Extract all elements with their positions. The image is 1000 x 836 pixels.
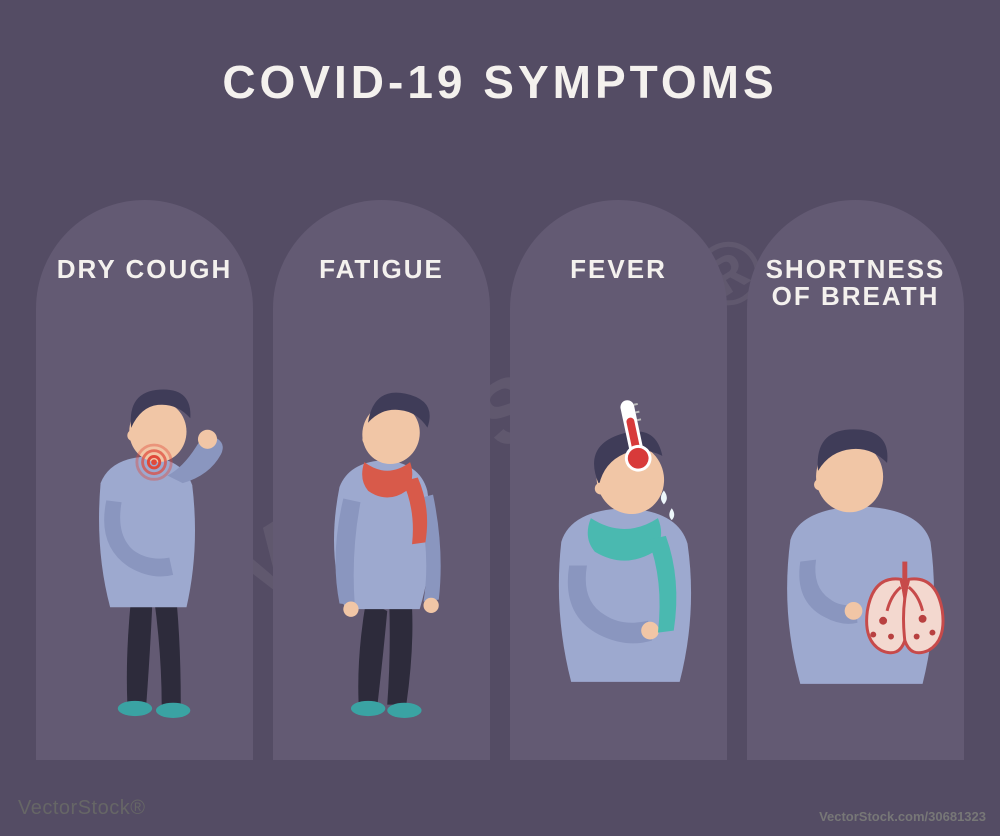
panel-label: FEVER — [510, 256, 727, 283]
panel-shortness-of-breath: SHORTNESS OF BREATH — [747, 200, 964, 760]
dry-cough-icon — [36, 340, 253, 760]
panel-label: FATIGUE — [273, 256, 490, 283]
watermark-brand: VectorStock® — [18, 797, 145, 820]
panel-label: SHORTNESS OF BREATH — [747, 256, 964, 311]
panels-row: DRY COUGH — [36, 200, 964, 760]
fever-icon — [510, 350, 727, 710]
infographic-canvas: VectorStock® COVID-19 SYMPTOMS DRY COUGH — [0, 0, 1000, 836]
panel-label: DRY COUGH — [36, 256, 253, 283]
breath-icon — [747, 350, 964, 710]
watermark-id: VectorStock.com/30681323 — [819, 809, 986, 824]
panel-dry-cough: DRY COUGH — [36, 200, 253, 760]
page-title: COVID-19 SYMPTOMS — [0, 55, 1000, 109]
panel-fatigue: FATIGUE — [273, 200, 490, 760]
panel-fever: FEVER — [510, 200, 727, 760]
fatigue-icon — [273, 340, 490, 760]
